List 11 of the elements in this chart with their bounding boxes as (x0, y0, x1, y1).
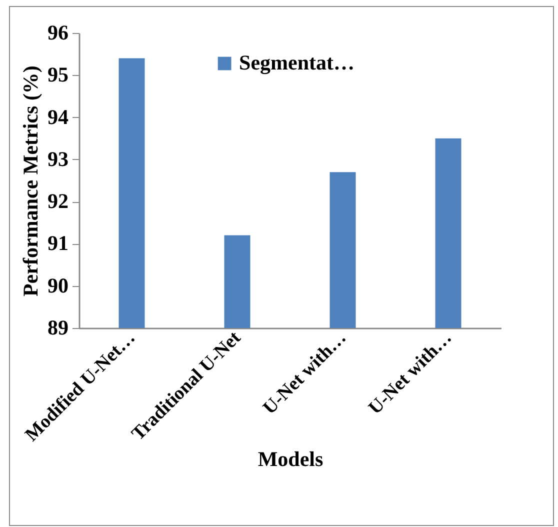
y-tick-label: 90 (48, 273, 68, 298)
y-tick-label: 96 (48, 20, 68, 44)
y-tick-label: 95 (48, 62, 68, 87)
y-tick-label: 93 (48, 146, 68, 171)
legend-label: Segmentat… (239, 50, 355, 74)
x-axis-title: Models (258, 446, 324, 471)
y-tick-label: 91 (48, 231, 68, 256)
y-axis-title: Performance Metrics (%) (18, 66, 42, 296)
y-tick-label: 92 (48, 189, 68, 214)
y-tick-label: 89 (48, 316, 68, 340)
y-tick-label: 94 (48, 104, 69, 129)
